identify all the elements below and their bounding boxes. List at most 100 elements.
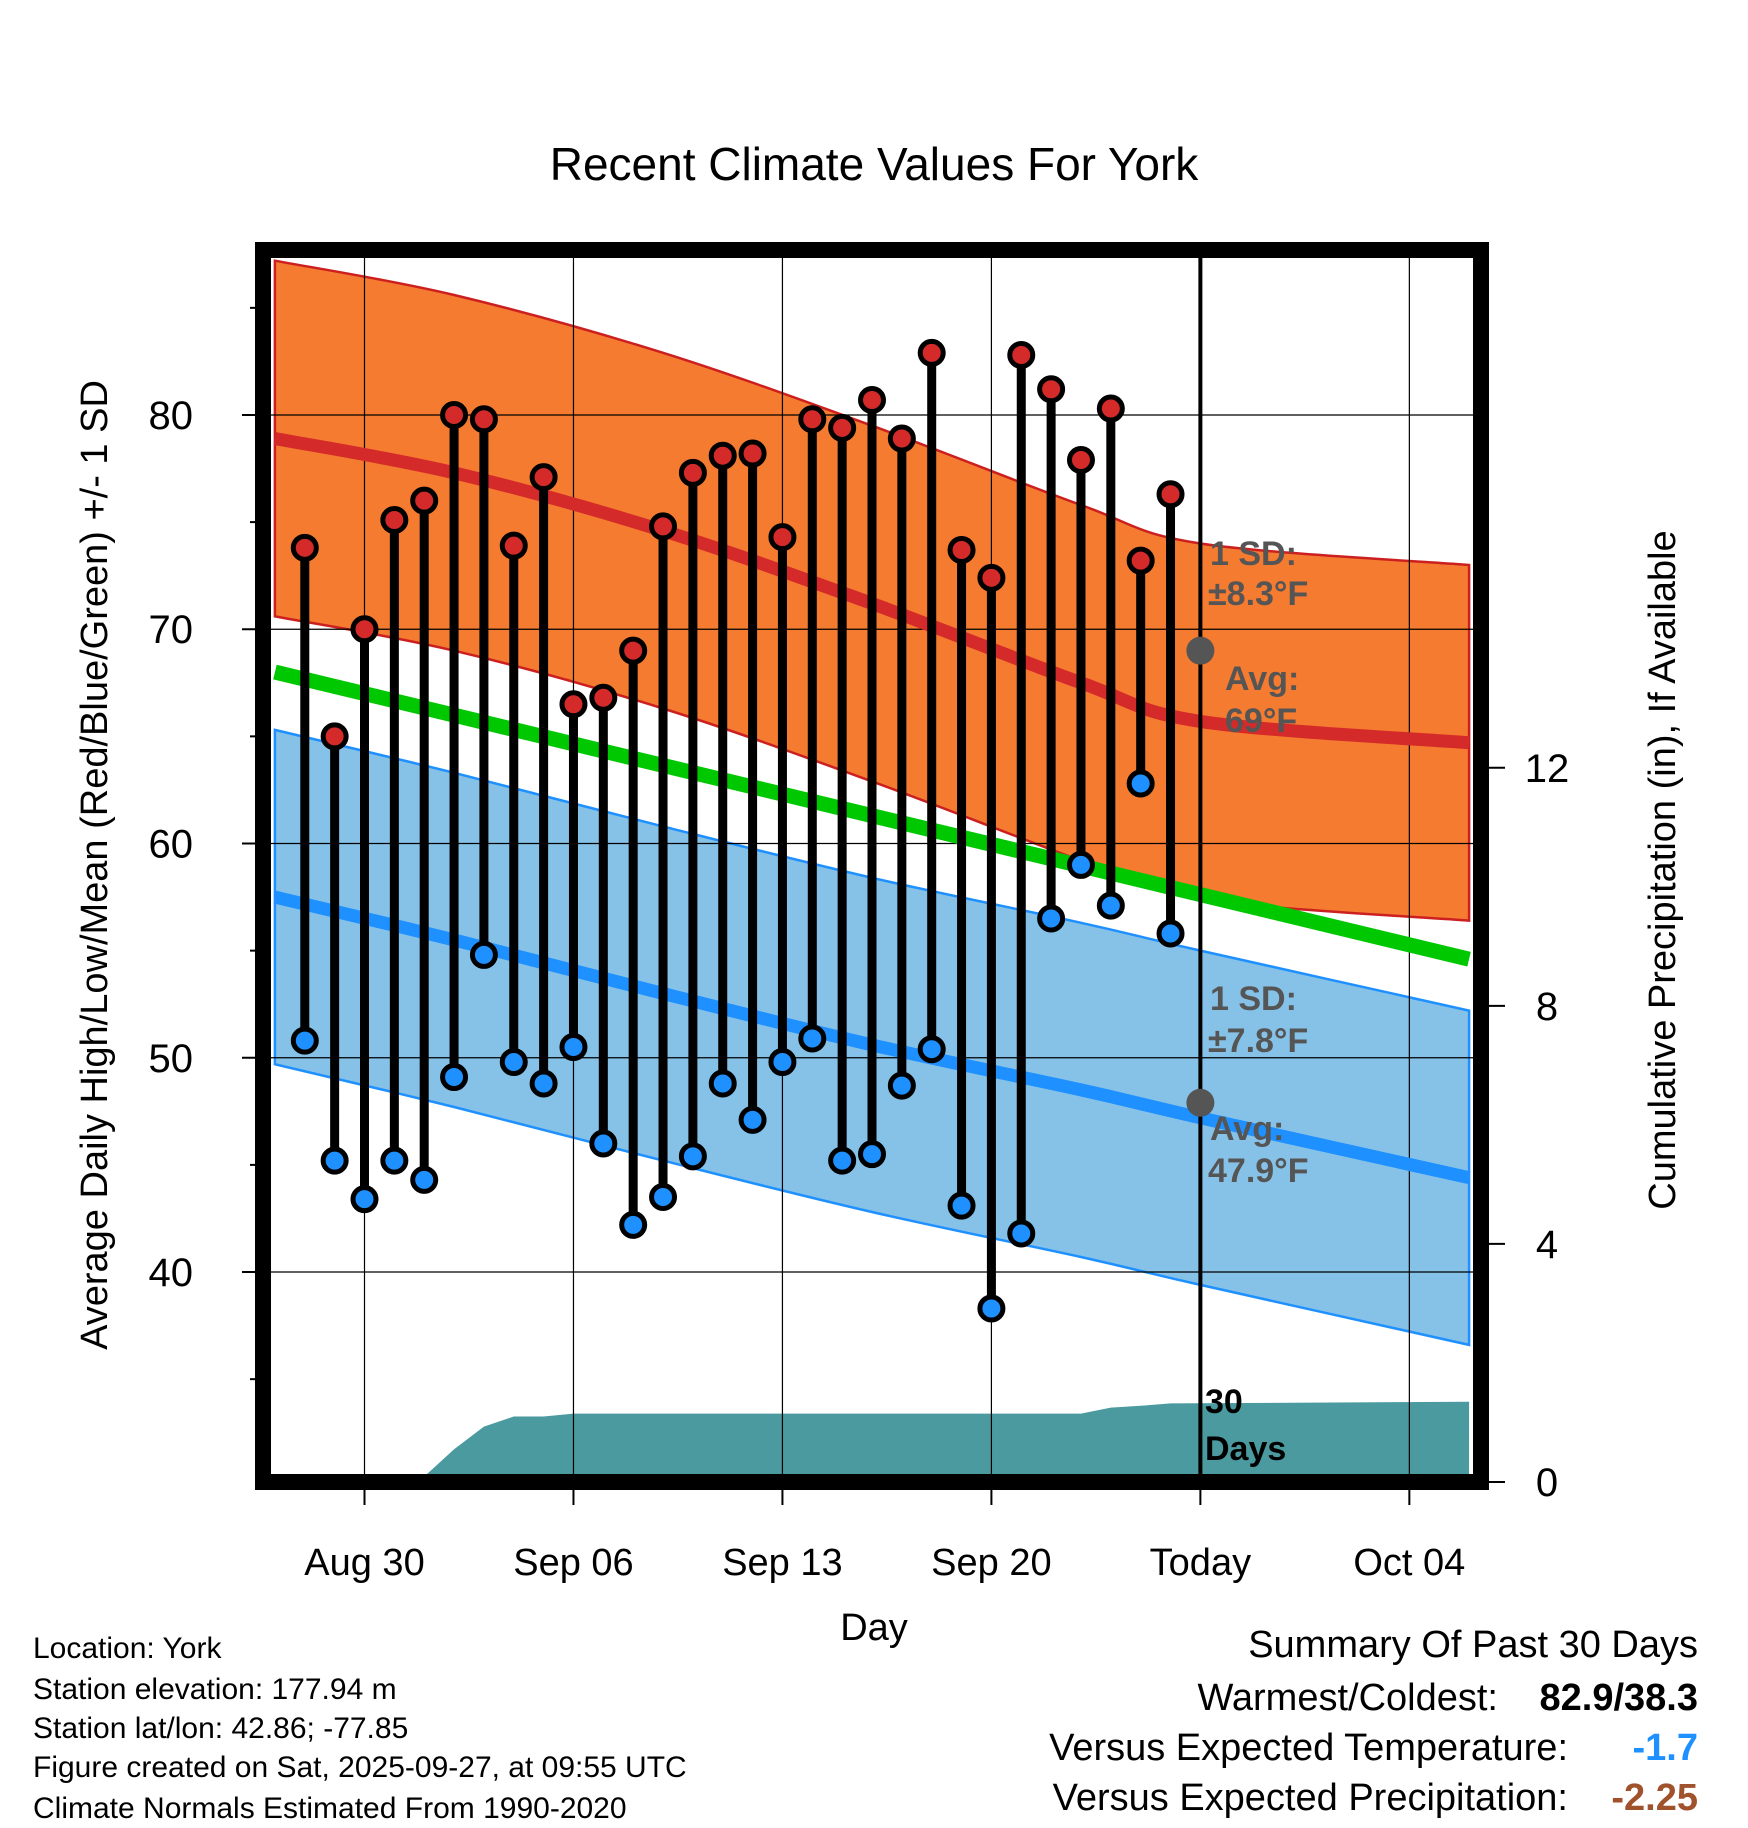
daily-high-point — [887, 424, 916, 453]
daily-high-point — [1037, 375, 1066, 404]
precip-days-label-2: Days — [1205, 1430, 1286, 1468]
daily-high-point — [410, 486, 439, 515]
daily-high-point — [469, 405, 498, 434]
daily-low-point — [469, 940, 498, 969]
daily-low-point — [828, 1146, 857, 1175]
low-avg-label: Avg: — [1210, 1110, 1284, 1148]
summary-warmest-label: Warmest/Coldest: — [1197, 1677, 1498, 1719]
daily-high-point — [320, 722, 349, 751]
summary-temp-value: -1.7 — [1633, 1727, 1698, 1769]
daily-high-point — [1007, 340, 1036, 369]
summary-warmest-value: 82.9/38.3 — [1540, 1677, 1698, 1719]
daily-low-point — [947, 1191, 976, 1220]
low-sd-value: ±7.8°F — [1208, 1022, 1308, 1060]
daily-low-point — [619, 1210, 648, 1239]
daily-high-point — [649, 512, 678, 541]
daily-low-point — [708, 1069, 737, 1098]
y-axis-right-label: Cumulative Precipitation (in), If Availa… — [1642, 530, 1684, 1209]
daily-low-point — [499, 1048, 528, 1077]
daily-high-point — [858, 385, 886, 414]
footer-location: Location: York — [33, 1632, 222, 1665]
daily-low-point — [1066, 850, 1095, 879]
daily-low-point — [678, 1142, 707, 1171]
daily-high-point — [678, 458, 707, 487]
daily-low-point — [1126, 769, 1155, 798]
daily-high-point — [1066, 445, 1095, 474]
x-tick-label: Today — [1150, 1542, 1251, 1584]
daily-high-point — [947, 535, 976, 564]
daily-low-point — [350, 1185, 379, 1214]
low-avg-value: 47.9°F — [1208, 1152, 1309, 1190]
daily-low-point — [1156, 919, 1185, 948]
summary-temp-label: Versus Expected Temperature: — [1049, 1727, 1568, 1769]
footer-latlon: Station lat/lon: 42.86; -77.85 — [33, 1712, 408, 1745]
precip-days-label-1: 30 — [1205, 1383, 1243, 1421]
daily-low-point — [529, 1069, 558, 1098]
y-right-tick-label: 0 — [1536, 1461, 1558, 1505]
x-tick-label: Sep 06 — [513, 1542, 633, 1584]
high-sd-value: ±8.3°F — [1208, 575, 1308, 613]
daily-high-point — [529, 463, 558, 492]
daily-low-point — [589, 1129, 618, 1158]
axes: 40 50 60 70 80 0 4 8 12 Aug 30 Sep 06 Sep 13 Sep 20 T… — [149, 306, 1569, 1584]
footer-created: Figure created on Sat, 2025-09-27, at 09… — [33, 1751, 687, 1784]
daily-low-point — [887, 1071, 916, 1100]
daily-low-point — [290, 1026, 319, 1055]
daily-low-point — [380, 1146, 409, 1175]
daily-high-point — [589, 683, 618, 712]
chart-title: Recent Climate Values For York — [550, 138, 1200, 190]
daily-low-point — [1007, 1219, 1036, 1248]
high-sd-label: 1 SD: — [1210, 535, 1297, 573]
daily-high-point — [1126, 546, 1155, 575]
x-tick-label: Sep 13 — [722, 1542, 842, 1584]
daily-low-point — [1037, 904, 1066, 933]
today-low-normal-marker — [1186, 1088, 1215, 1117]
daily-high-point — [708, 441, 737, 470]
footer-elevation: Station elevation: 177.94 m — [33, 1673, 397, 1706]
daily-low-point — [649, 1183, 678, 1212]
today-high-normal-marker — [1186, 636, 1215, 665]
daily-high-point — [499, 531, 528, 560]
x-tick-label: Sep 20 — [931, 1542, 1051, 1584]
y-left-tick-label: 80 — [149, 394, 194, 438]
daily-high-point — [1096, 394, 1125, 423]
daily-low-point — [738, 1105, 767, 1134]
y-right-tick-label: 8 — [1536, 985, 1558, 1029]
y-left-tick-label: 60 — [149, 823, 194, 867]
daily-low-point — [768, 1048, 797, 1077]
high-avg-label: Avg: — [1225, 660, 1299, 698]
x-axis-label: Day — [840, 1607, 908, 1649]
daily-high-point — [1156, 480, 1185, 509]
summary-title: Summary Of Past 30 Days — [1248, 1624, 1698, 1666]
daily-low-point — [977, 1294, 1006, 1323]
x-tick-label: Oct 04 — [1353, 1542, 1465, 1584]
footer-normals: Climate Normals Estimated From 1990-2020 — [33, 1792, 627, 1825]
daily-low-point — [798, 1024, 827, 1053]
daily-low-point — [858, 1140, 886, 1169]
daily-high-point — [619, 636, 648, 665]
cumulative-precipitation-area — [304, 1401, 1470, 1482]
daily-high-point — [290, 533, 319, 562]
summary-precip-value: -2.25 — [1611, 1777, 1698, 1819]
daily-low-point — [320, 1146, 349, 1175]
y-axis-left-label: Average Daily High/Low/Mean (Red/Blue/Gr… — [74, 380, 116, 1350]
high-avg-value: 69°F — [1225, 702, 1297, 740]
y-left-tick-label: 50 — [149, 1037, 194, 1081]
daily-low-point — [1096, 891, 1125, 920]
x-tick-label: Aug 30 — [304, 1542, 424, 1584]
daily-low-point — [440, 1063, 469, 1092]
daily-high-point — [768, 523, 797, 552]
y-left-tick-label: 70 — [149, 608, 194, 652]
daily-bars — [290, 338, 1185, 1323]
daily-low-point — [559, 1033, 588, 1062]
y-right-tick-label: 4 — [1536, 1223, 1558, 1267]
daily-high-point — [380, 505, 409, 534]
daily-high-point — [828, 413, 857, 442]
daily-low-point — [917, 1035, 946, 1064]
daily-high-point — [350, 615, 379, 644]
daily-high-point — [559, 690, 588, 719]
daily-high-point — [738, 439, 767, 468]
daily-high-point — [977, 563, 1006, 592]
daily-high-point — [798, 405, 827, 434]
